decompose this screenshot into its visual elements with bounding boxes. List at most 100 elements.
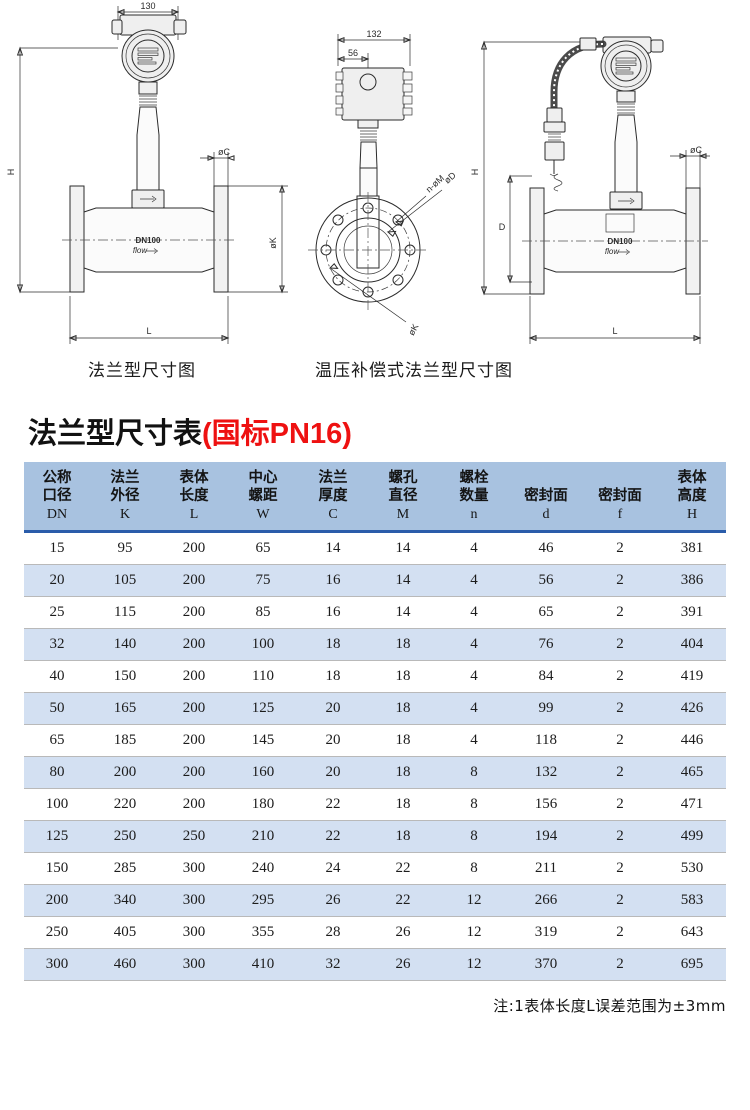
- dim-width-132: 132: [336, 29, 412, 66]
- table-cell: 110: [228, 660, 298, 693]
- table-cell: 12: [438, 948, 510, 981]
- dim-flange-thickness: øC: [200, 147, 235, 188]
- dim-label-length-right: L: [612, 326, 617, 336]
- table-cell: 18: [368, 788, 438, 821]
- table-cell: 300: [160, 884, 228, 917]
- col-header-m-cn2: 直径: [388, 488, 418, 504]
- dim-label-flange-thk-right: øC: [690, 145, 702, 155]
- col-header-dn: 公称 口径 DN: [24, 462, 90, 533]
- table-row: 65 185 200 145 20 18 4 118 2 446: [24, 724, 726, 757]
- table-cell: 16: [298, 564, 368, 597]
- table-cell: 65: [24, 724, 90, 757]
- table-cell: 26: [368, 948, 438, 981]
- table-cell: 300: [160, 852, 228, 885]
- flange-face: [308, 192, 428, 310]
- table-cell: 165: [90, 692, 160, 725]
- table-cell: 266: [510, 884, 582, 917]
- table-cell: 200: [160, 628, 228, 661]
- table-cell: 26: [298, 884, 368, 917]
- drawing-flange-face-view: 132 56: [300, 0, 480, 352]
- table-cell: 391: [658, 596, 726, 629]
- table-cell: 18: [368, 660, 438, 693]
- table-cell: 150: [24, 852, 90, 885]
- table-cell: 156: [510, 788, 582, 821]
- col-header-f: 密封面 f: [582, 462, 658, 533]
- table-cell: 84: [510, 660, 582, 693]
- table-cell: 471: [658, 788, 726, 821]
- table-cell: 2: [582, 756, 658, 789]
- table-row: 15 95 200 65 14 14 4 46 2 381: [24, 531, 726, 565]
- table-cell: 2: [582, 531, 658, 565]
- table-cell: 200: [160, 788, 228, 821]
- col-header-d-cn2: 密封面: [524, 488, 568, 504]
- table-cell: 22: [298, 820, 368, 853]
- table-row: 50 165 200 125 20 18 4 99 2 426: [24, 692, 726, 725]
- dim-length-L-right: L: [528, 296, 702, 344]
- table-cell: 75: [228, 564, 298, 597]
- col-header-f-cn2: 密封面: [598, 488, 642, 504]
- col-header-dn-cn1: 公称: [42, 470, 72, 486]
- dim-diameter-D: D: [499, 174, 532, 284]
- table-cell: 4: [438, 596, 510, 629]
- table-cell: 319: [510, 916, 582, 949]
- table-cell: 643: [658, 916, 726, 949]
- table-cell: 14: [298, 531, 368, 565]
- table-cell: 115: [90, 596, 160, 629]
- table-cell: 210: [228, 820, 298, 853]
- table-cell: 405: [90, 916, 160, 949]
- table-cell: 4: [438, 724, 510, 757]
- col-header-n-cn1: 螺栓: [459, 470, 489, 486]
- col-header-dn-sym: DN: [46, 507, 68, 522]
- col-header-f-cn1: [582, 469, 658, 487]
- table-cell: 26: [368, 916, 438, 949]
- table-cell: 2: [582, 852, 658, 885]
- table-cell: 32: [298, 948, 368, 981]
- table-cell: 20: [298, 724, 368, 757]
- table-cell: 18: [368, 628, 438, 661]
- body-label-dn: DN100: [136, 236, 161, 245]
- table-cell: 99: [510, 692, 582, 725]
- col-header-f-sym: f: [617, 507, 623, 522]
- table-row: 32 140 200 100 18 18 4 76 2 404: [24, 628, 726, 661]
- table-cell: 22: [368, 884, 438, 917]
- table-cell: 85: [228, 596, 298, 629]
- col-header-k-cn1: 法兰: [110, 470, 140, 486]
- table-cell: 24: [298, 852, 368, 885]
- table-cell: 8: [438, 756, 510, 789]
- table-cell: 160: [228, 756, 298, 789]
- table-cell: 2: [582, 724, 658, 757]
- table-cell: 20: [24, 564, 90, 597]
- dim-flange-od: øK: [228, 184, 288, 294]
- table-cell: 465: [658, 756, 726, 789]
- table-cell: 125: [228, 692, 298, 725]
- table-cell: 530: [658, 852, 726, 885]
- table-cell: 300: [160, 916, 228, 949]
- table-cell: 105: [90, 564, 160, 597]
- dimension-table-wrap: 公称 口径 DN 法兰 外径 K 表体 长度 L 中心 螺距 W: [24, 462, 726, 981]
- table-cell: 16: [298, 596, 368, 629]
- table-cell: 419: [658, 660, 726, 693]
- table-row: 250 405 300 355 28 26 12 319 2 643: [24, 916, 726, 949]
- table-cell: 499: [658, 820, 726, 853]
- table-cell: 583: [658, 884, 726, 917]
- col-header-h-cn1: 表体: [677, 470, 707, 486]
- table-cell: 200: [160, 756, 228, 789]
- col-header-l-cn2: 长度: [179, 488, 209, 504]
- col-header-l-cn1: 表体: [179, 470, 209, 486]
- table-row: 125 250 250 210 22 18 8 194 2 499: [24, 820, 726, 853]
- col-header-d-cn1: [510, 469, 582, 487]
- dim-label-height-right: H: [470, 169, 480, 176]
- table-cell: 200: [24, 884, 90, 917]
- table-cell: 404: [658, 628, 726, 661]
- leader-flange-od: øK: [328, 263, 420, 337]
- table-cell: 12: [438, 884, 510, 917]
- table-cell: 220: [90, 788, 160, 821]
- table-cell: 200: [160, 724, 228, 757]
- table-cell: 4: [438, 660, 510, 693]
- col-header-c-cn1: 法兰: [318, 470, 348, 486]
- col-header-l-sym: L: [189, 507, 199, 522]
- col-header-k-cn2: 外径: [110, 488, 140, 504]
- temperature-pressure-probe: [543, 37, 607, 192]
- table-cell: 14: [368, 596, 438, 629]
- col-header-m: 螺孔 直径 M: [368, 462, 438, 533]
